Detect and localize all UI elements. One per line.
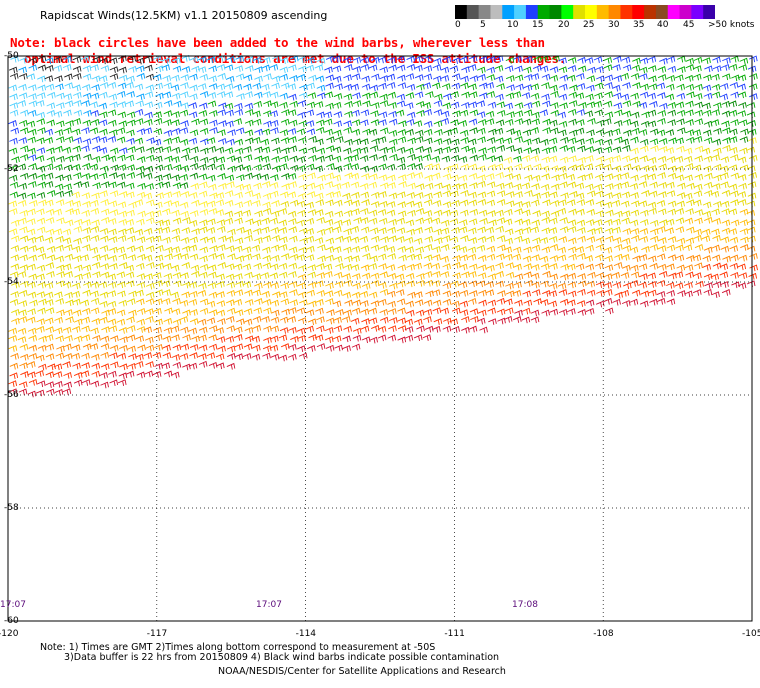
latitude-label: -52 [4, 164, 19, 174]
latitude-label: -56 [4, 390, 19, 400]
measurement-time-label: 17:08 [512, 600, 538, 610]
legend-swatch [466, 5, 480, 19]
legend-swatch [596, 5, 610, 19]
longitude-label: -120 [0, 629, 19, 639]
latitude-label: -58 [4, 503, 19, 513]
wind-speed-legend-labels: 0 5 10 15 20 25 30 35 40 45 >50 knots [450, 20, 760, 34]
legend-swatch [691, 5, 704, 19]
measurement-time-label: 17:07 [256, 600, 282, 610]
legend-label: 40 [657, 20, 669, 30]
legend-swatch [490, 5, 503, 19]
legend-label: 35 [633, 20, 645, 30]
latitude-label: -60 [4, 616, 19, 626]
legend-label: 25 [583, 20, 595, 30]
legend-swatch [502, 5, 515, 19]
legend-label: 15 [532, 20, 544, 30]
legend-swatch [608, 5, 621, 19]
footer-note-line-2: 3)Data buffer is 22 hrs from 20150809 4)… [64, 652, 500, 663]
legend-swatch [667, 5, 681, 19]
legend-swatch [644, 5, 657, 19]
longitude-label: -108 [593, 629, 614, 639]
latitude-label: -50 [4, 51, 19, 61]
legend-label: >50 knots [708, 20, 755, 30]
note-line-1: Note: black circles have been added to t… [10, 35, 545, 50]
legend-swatch [632, 5, 645, 19]
longitude-label: -105 [742, 629, 760, 639]
measurement-time-label: 17:07 [0, 600, 26, 610]
legend-swatch [703, 5, 715, 19]
legend-swatch [514, 5, 527, 19]
map-frame [7, 55, 753, 622]
legend-swatch [455, 5, 468, 19]
legend-swatch [549, 5, 562, 19]
legend-label: 0 [455, 20, 461, 30]
longitude-label: -111 [444, 629, 465, 639]
wind-barb-field [8, 54, 758, 398]
figure-title: Rapidscat Winds(12.5KM) v1.1 20150809 as… [40, 9, 328, 22]
wind-speed-color-scale [455, 5, 715, 19]
legend-label: 5 [480, 20, 486, 30]
map-grid [8, 56, 752, 621]
longitude-label: -117 [146, 629, 168, 639]
legend-label: 30 [608, 20, 620, 30]
footer-credit: NOAA/NESDIS/Center for Satellite Applica… [218, 666, 506, 677]
longitude-label: -114 [295, 629, 317, 639]
legend-label: 20 [558, 20, 570, 30]
legend-swatch [655, 5, 669, 19]
legend-swatch [561, 5, 574, 19]
legend-swatch [537, 5, 551, 19]
legend-swatch [679, 5, 692, 19]
legend-label: 45 [683, 20, 695, 30]
legend-swatch [620, 5, 633, 19]
legend-label: 10 [507, 20, 519, 30]
legend-swatch [573, 5, 586, 19]
legend-swatch [585, 5, 598, 19]
footer-note-line-1: Note: 1) Times are GMT 2)Times along bot… [40, 642, 436, 653]
legend-swatch [525, 5, 539, 19]
latitude-label: -54 [4, 277, 19, 287]
legend-swatch [478, 5, 491, 19]
